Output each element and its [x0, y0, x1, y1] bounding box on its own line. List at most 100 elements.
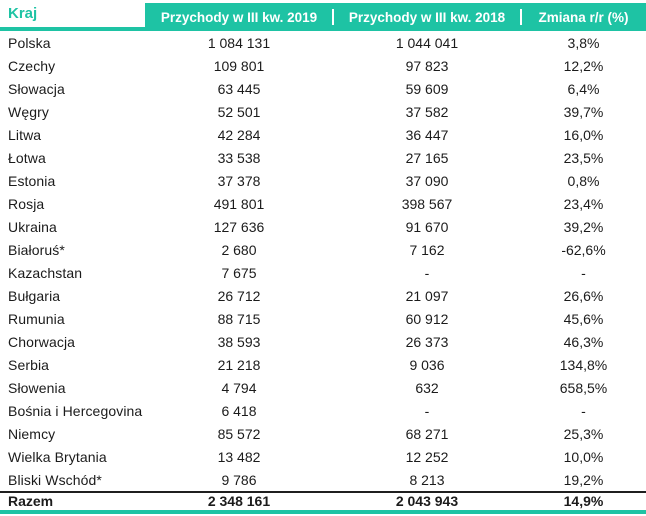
country-cell: Polska: [8, 34, 51, 51]
table-row: Słowacja 63 445 59 609 6,4%: [0, 77, 646, 100]
change-yoy-cell: 23,4%: [563, 195, 604, 212]
country-cell: Ukraina: [8, 218, 57, 235]
table-row: Rosja 491 801 398 567 23,4%: [0, 192, 646, 215]
table-row: Ukraina 127 636 91 670 39,2%: [0, 215, 646, 238]
table-row: Bliski Wschód* 9 786 8 213 19,2%: [0, 468, 646, 491]
change-yoy-cell: -: [581, 402, 586, 419]
country-cell: Węgry: [8, 103, 49, 120]
table-row: Wielka Brytania 13 482 12 252 10,0%: [0, 445, 646, 468]
country-cell: Rosja: [8, 195, 45, 212]
revenue-2018-cell: 7 162: [409, 241, 445, 258]
revenue-2018-cell: 398 567: [401, 195, 453, 212]
revenue-2018-cell: 60 912: [405, 310, 449, 327]
revenue-2019-cell: 491 801: [213, 195, 265, 212]
revenue-2018-cell: 632: [415, 379, 439, 396]
change-yoy-cell: 6,4%: [567, 80, 600, 97]
revenue-2018-cell: -: [424, 264, 430, 281]
column-header-revenue-2018: Przychody w III kw. 2018: [332, 3, 521, 31]
table-header: Kraj Przychody w III kw. 2019 Przychody …: [0, 0, 646, 31]
revenue-2018-cell: 59 609: [405, 80, 449, 97]
revenue-2019-cell: 88 715: [217, 310, 261, 327]
table-row: Chorwacja 38 593 26 373 46,3%: [0, 330, 646, 353]
revenue-2018-cell: 36 447: [405, 126, 449, 143]
change-yoy-cell: 45,6%: [563, 310, 604, 327]
table-row: Polska 1 084 131 1 044 041 3,8%: [0, 31, 646, 54]
revenue-2019-cell: 85 572: [217, 425, 261, 442]
revenue-2019-cell: 63 445: [217, 80, 261, 97]
table-row: Białoruś* 2 680 7 162 -62,6%: [0, 238, 646, 261]
total-label: Razem: [8, 493, 54, 509]
revenue-2019-cell: 21 218: [217, 356, 261, 373]
bottom-accent-line: [0, 510, 646, 514]
table-body: Polska 1 084 131 1 044 041 3,8% Czechy 109 80…: [0, 31, 646, 491]
country-cell: Bułgaria: [8, 287, 61, 304]
change-yoy-cell: 25,3%: [563, 425, 604, 442]
revenue-2019-cell: 37 378: [217, 172, 261, 189]
country-cell: Bliski Wschód*: [8, 471, 102, 488]
revenue-2018-cell: 68 271: [405, 425, 449, 442]
change-yoy-cell: 26,6%: [563, 287, 604, 304]
revenue-2019-cell: 42 284: [217, 126, 261, 143]
total-row: Razem 2 348 161 2 043 943 14,9%: [0, 491, 646, 509]
revenue-2019-cell: 1 084 131: [207, 34, 271, 51]
change-yoy-cell: 658,5%: [559, 379, 608, 396]
revenue-2018-cell: 91 670: [405, 218, 449, 235]
change-yoy-cell: 10,0%: [563, 448, 604, 465]
change-yoy-cell: 0,8%: [567, 172, 600, 189]
revenue-2019-cell: 9 786: [221, 471, 257, 488]
table-row: Litwa 42 284 36 447 16,0%: [0, 123, 646, 146]
change-yoy-cell: 39,2%: [563, 218, 604, 235]
change-yoy-cell: -: [581, 264, 586, 281]
revenue-2019-cell: 2 680: [221, 241, 257, 258]
change-yoy-cell: 3,8%: [567, 34, 600, 51]
table-row: Czechy 109 801 97 823 12,2%: [0, 54, 646, 77]
change-yoy-cell: 23,5%: [563, 149, 604, 166]
revenue-2018-cell: 37 090: [405, 172, 449, 189]
column-header-revenue-2019: Przychody w III kw. 2019: [145, 3, 333, 31]
revenue-2019-cell: 52 501: [217, 103, 261, 120]
revenue-2018-cell: 37 582: [405, 103, 449, 120]
revenue-2018-cell: 12 252: [405, 448, 449, 465]
country-cell: Łotwa: [8, 149, 46, 166]
country-cell: Rumunia: [8, 310, 65, 327]
table-row: Węgry 52 501 37 582 39,7%: [0, 100, 646, 123]
country-cell: Estonia: [8, 172, 56, 189]
country-cell: Wielka Brytania: [8, 448, 107, 465]
country-cell: Niemcy: [8, 425, 56, 442]
change-yoy-cell: 134,8%: [559, 356, 608, 373]
column-header-change-yoy: Zmiana r/r (%): [520, 3, 646, 31]
table-row: Bułgaria 26 712 21 097 26,6%: [0, 284, 646, 307]
revenue-2018-cell: 1 044 041: [395, 34, 459, 51]
table-row: Kazachstan 7 675 - -: [0, 261, 646, 284]
table-row: Serbia 21 218 9 036 134,8%: [0, 353, 646, 376]
table-row: Bośnia i Hercegovina 6 418 - -: [0, 399, 646, 422]
total-revenue-2019: 2 348 161: [207, 493, 271, 509]
revenue-2019-cell: 7 675: [221, 264, 257, 281]
table-row: Niemcy 85 572 68 271 25,3%: [0, 422, 646, 445]
table-row: Estonia 37 378 37 090 0,8%: [0, 169, 646, 192]
table-row: Słowenia 4 794 632 658,5%: [0, 376, 646, 399]
revenue-2019-cell: 13 482: [217, 448, 261, 465]
column-header-kraj: Kraj: [0, 0, 145, 31]
country-cell: Białoruś*: [8, 241, 65, 258]
country-cell: Chorwacja: [8, 333, 76, 350]
revenue-2019-cell: 4 794: [221, 379, 257, 396]
table-row: Rumunia 88 715 60 912 45,6%: [0, 307, 646, 330]
revenue-2018-cell: 21 097: [405, 287, 449, 304]
country-cell: Serbia: [8, 356, 50, 373]
revenue-2019-cell: 127 636: [213, 218, 265, 235]
revenue-2019-cell: 6 418: [221, 402, 257, 419]
total-change-yoy: 14,9%: [563, 493, 604, 509]
country-cell: Litwa: [8, 126, 42, 143]
change-yoy-cell: 46,3%: [563, 333, 604, 350]
revenue-2018-cell: 27 165: [405, 149, 449, 166]
revenue-2019-cell: 33 538: [217, 149, 261, 166]
country-cell: Kazachstan: [8, 264, 83, 281]
table-row: Łotwa 33 538 27 165 23,5%: [0, 146, 646, 169]
revenue-2018-cell: 97 823: [405, 57, 449, 74]
revenue-2019-cell: 109 801: [213, 57, 265, 74]
change-yoy-cell: -62,6%: [561, 241, 606, 258]
change-yoy-cell: 39,7%: [563, 103, 604, 120]
revenue-2018-cell: 8 213: [409, 471, 445, 488]
